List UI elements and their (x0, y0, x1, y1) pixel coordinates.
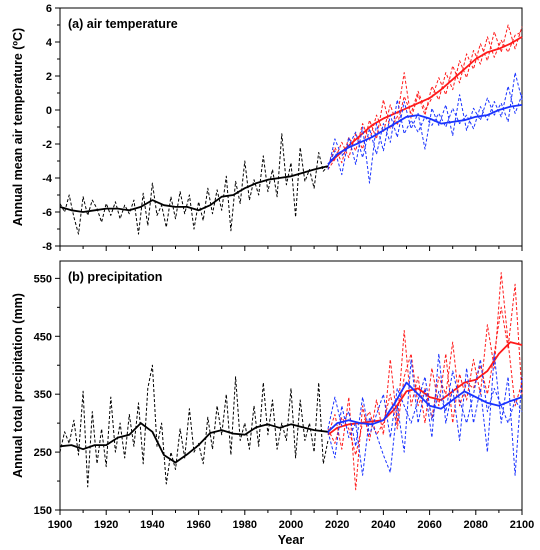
series-red-solid-line-4 (327, 36, 523, 166)
y-axis-title-a: Annual mean air temperature (ºC) (11, 28, 25, 226)
x-tick-label: 1900 (48, 519, 72, 531)
panel-precipitation: (b) precipitation Annual total precipita… (11, 260, 535, 547)
plot-frame-b (59, 260, 523, 511)
panel-title-a: (a) air temperature (68, 17, 178, 31)
y-tick-label: -8 (42, 241, 52, 253)
series-group-b (59, 272, 523, 491)
series-blue-solid-line-7 (327, 381, 523, 433)
y-tick-label: 6 (46, 3, 52, 15)
series-blue-dashed-line-5 (327, 353, 523, 476)
y-tick-label: 2 (46, 71, 52, 83)
y-axis-title-b: Annual total precipitation (mm) (11, 293, 25, 478)
series-blue-solid-line-7 (327, 104, 523, 166)
y-tick-label: -4 (42, 173, 53, 185)
x-tick-label: 1940 (140, 519, 164, 531)
x-tick-label: 2080 (464, 519, 488, 531)
y-tick-label: -6 (42, 207, 52, 219)
series-blue-dashed-line-5 (327, 72, 523, 184)
x-tick-label: 2060 (417, 519, 441, 531)
x-tick-label: 2040 (371, 519, 395, 531)
series-blue-dashed-line-6 (327, 358, 523, 447)
y-tick-label: 150 (34, 505, 52, 517)
series-group-a (59, 24, 523, 235)
y-tick-label: 0 (46, 105, 52, 117)
series-black-solid-line-1 (59, 165, 329, 213)
y-tick-label: 350 (34, 389, 52, 401)
y-tick-label: 250 (34, 447, 52, 459)
panel-air-temperature: (a) air temperature Annual mean air temp… (11, 3, 523, 253)
series-black-dashed-line-0 (59, 133, 329, 235)
x-tick-label: 2000 (279, 519, 303, 531)
x-tick-label: 2100 (510, 519, 534, 531)
y-tick-label: 4 (46, 37, 53, 49)
series-black-dashed-line-0 (59, 364, 329, 488)
y-tick-label: 450 (34, 331, 52, 343)
x-axis-title: Year (278, 533, 305, 547)
series-red-dashed-line-3 (327, 283, 523, 456)
x-tick-label: 1920 (94, 519, 118, 531)
series-red-dashed-line-2 (327, 24, 523, 167)
series-red-dashed-line-3 (327, 31, 523, 170)
axis-ticks-b: 1900 1920 1940 1960 1980 2000 2020 2040 2060 2080… (34, 273, 535, 531)
y-tick-label: -2 (42, 139, 52, 151)
series-red-dashed-line-2 (327, 272, 523, 491)
series-black-solid-line-1 (59, 422, 329, 464)
axis-ticks-a: -8 -6 -4 -2 0 2 4 6 (42, 3, 523, 253)
x-tick-label: 1960 (186, 519, 210, 531)
panel-title-b: (b) precipitation (68, 270, 162, 284)
y-tick-label: 550 (34, 273, 52, 285)
x-tick-label: 1980 (233, 519, 257, 531)
x-tick-label: 2020 (325, 519, 349, 531)
